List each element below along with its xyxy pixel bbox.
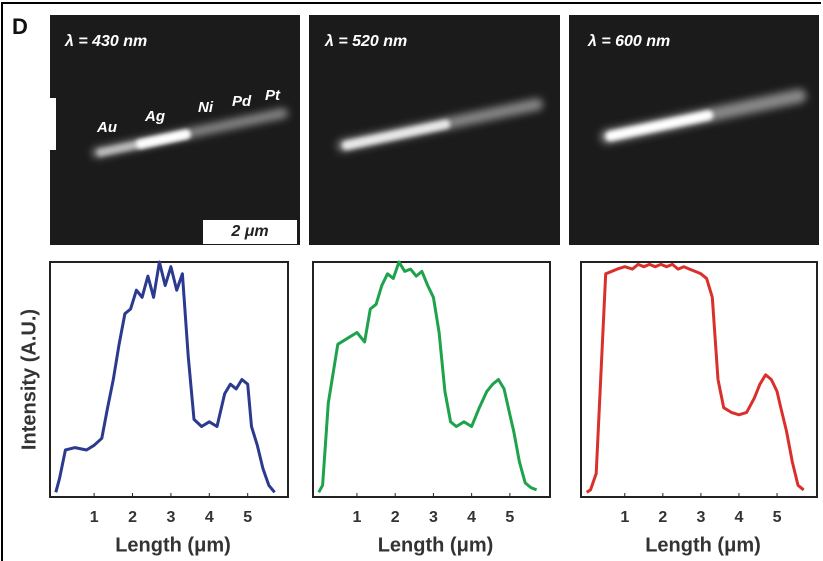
segment-label: Ni (198, 99, 214, 116)
x-tick-label: 5 (243, 509, 252, 526)
nanorod (92, 108, 288, 158)
x-tick-label: 3 (166, 509, 175, 526)
x-tick-label: 5 (505, 509, 514, 526)
plot-frame (49, 261, 289, 498)
x-axis-label: Length (μm) (645, 534, 761, 556)
x-tick-label: 4 (735, 509, 744, 526)
segment-label: Pd (232, 93, 252, 110)
data-line (317, 260, 538, 494)
segment-label: Pt (265, 87, 281, 104)
image-caption: λ = 430 nm (64, 33, 147, 50)
image-caption: λ = 600 nm (587, 33, 670, 50)
x-tick-label: 5 (773, 509, 782, 526)
x-tick-label: 1 (620, 509, 629, 526)
y-axis-label: Intensity (A.U.) (18, 309, 40, 450)
segment-label: Au (96, 119, 117, 136)
x-tick-label: 1 (353, 509, 362, 526)
x-tick-label: 2 (391, 509, 400, 526)
plot-frame (312, 261, 551, 498)
panel-label: D (12, 14, 28, 39)
x-tick-label: 2 (658, 509, 667, 526)
x-axis-label: Length (μm) (378, 534, 494, 556)
nanorod (600, 88, 807, 144)
data-line (54, 260, 276, 494)
x-tick-label: 4 (205, 509, 214, 526)
image-caption: λ = 520 nm (324, 33, 407, 50)
image-notch (50, 98, 56, 150)
x-axis-label: Length (μm) (115, 534, 231, 556)
nanorod (337, 98, 543, 152)
x-tick-label: 2 (128, 509, 137, 526)
micrograph (50, 15, 300, 245)
scale-bar-label: 2 μm (230, 223, 268, 240)
x-tick-label: 3 (696, 509, 705, 526)
plot-frame (580, 261, 818, 498)
x-tick-label: 4 (467, 509, 476, 526)
scale-bar (203, 220, 297, 244)
x-tick-label: 3 (429, 509, 438, 526)
x-tick-label: 1 (90, 509, 99, 526)
data-line (585, 262, 805, 494)
segment-label: Ag (144, 108, 165, 125)
